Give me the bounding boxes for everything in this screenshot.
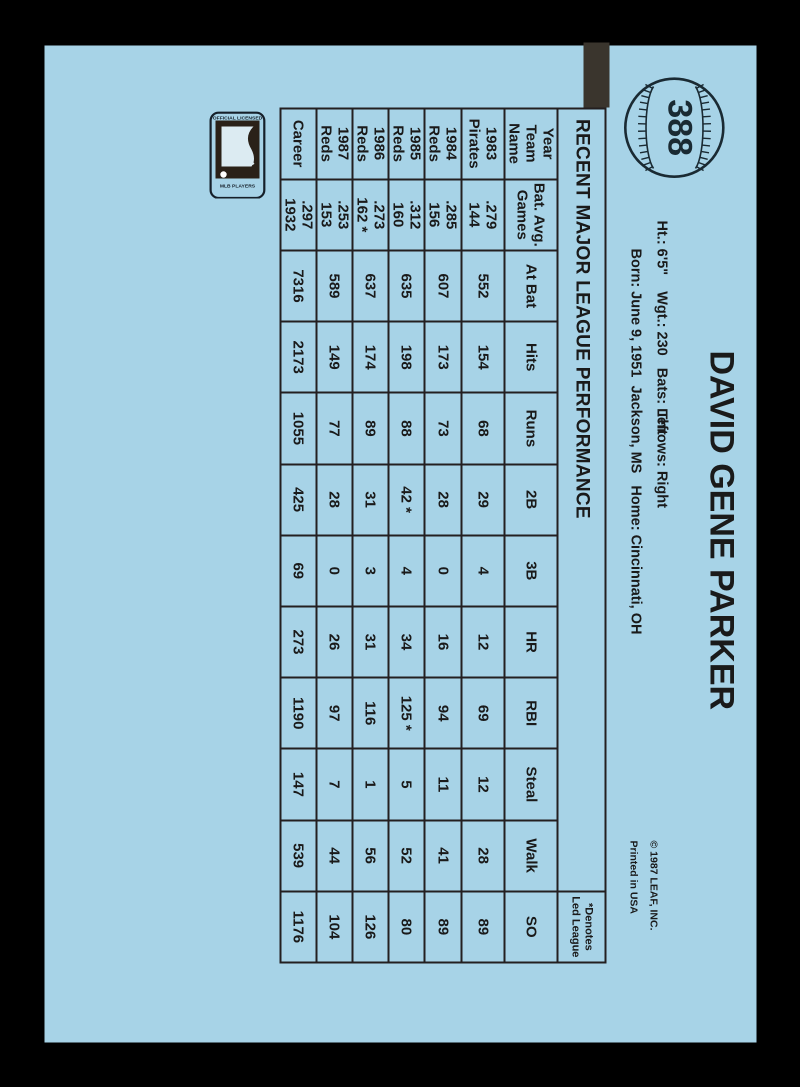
svg-text:OFFICIAL LICENSED: OFFICIAL LICENSED — [213, 115, 263, 121]
svg-text:388: 388 — [661, 98, 699, 155]
svg-text:MLB PLAYERS: MLB PLAYERS — [220, 183, 256, 189]
